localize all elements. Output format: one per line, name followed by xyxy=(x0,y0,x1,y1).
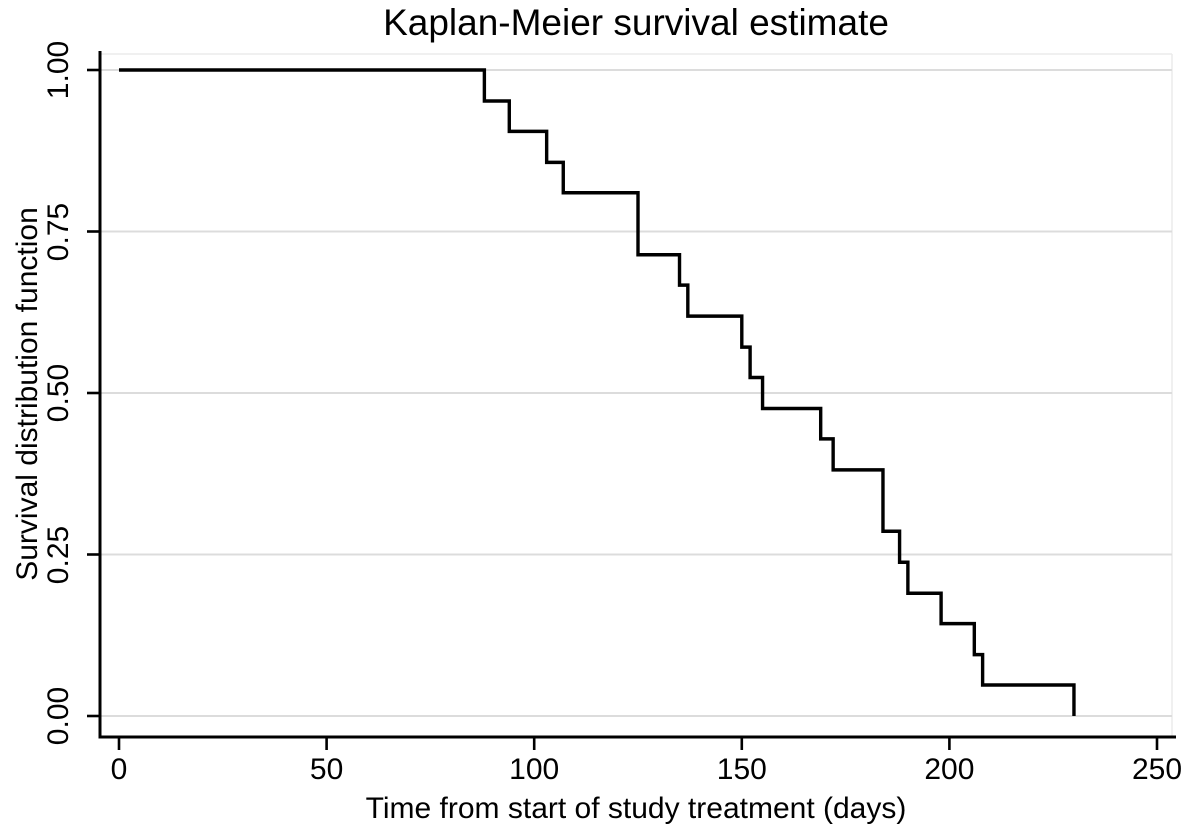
chart-title: Kaplan-Meier survival estimate xyxy=(383,2,889,43)
y-tick-label-1.00: 1.00 xyxy=(42,40,75,100)
x-axis-title: Time from start of study treatment (days… xyxy=(365,792,907,825)
y-tick-label-0.75: 0.75 xyxy=(42,202,75,261)
x-tick-label-100: 100 xyxy=(509,753,560,786)
y-axis-title: Survival distribution function xyxy=(11,207,44,581)
y-tick-label-0.25: 0.25 xyxy=(42,525,75,584)
x-tick-label-50: 50 xyxy=(309,753,344,786)
y-tick-label-0.00: 0.00 xyxy=(42,686,75,746)
x-tick-label-200: 200 xyxy=(924,753,975,786)
x-tick-label-150: 150 xyxy=(716,753,767,786)
km-step-curve xyxy=(119,68,1076,716)
x-tick-label-0: 0 xyxy=(110,753,128,786)
x-tick-label-250: 250 xyxy=(1131,753,1181,786)
y-tick-label-0.50: 0.50 xyxy=(42,363,75,423)
